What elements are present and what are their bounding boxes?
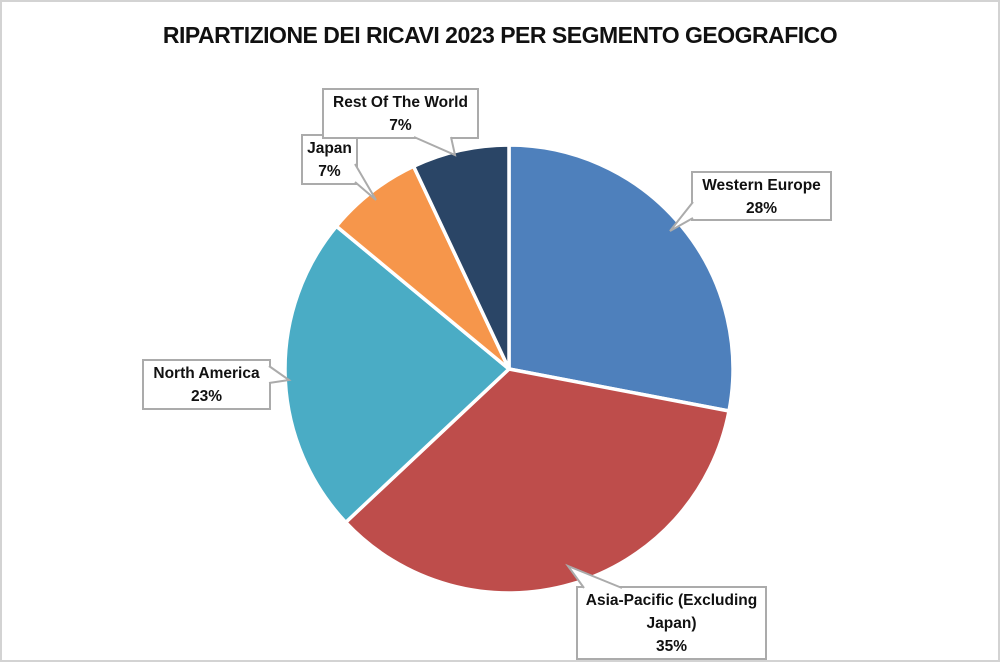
chart-title: RIPARTIZIONE DEI RICAVI 2023 PER SEGMENT…	[162, 22, 838, 48]
callout-label: Asia-Pacific (Excluding Japan)	[585, 592, 758, 632]
callout-label: Western Europe	[702, 177, 821, 194]
callout-rest-of-the-world: Rest Of The World 7%	[322, 88, 479, 139]
callout-label: Japan	[307, 140, 352, 157]
callout-north-america: North America 23%	[142, 359, 271, 410]
callout-japan: Japan 7%	[301, 134, 358, 185]
callout-asia-pacific-excluding-japan: Asia-Pacific (Excluding Japan) 35%	[576, 586, 767, 660]
callout-western-europe: Western Europe 28%	[691, 171, 832, 221]
callout-value: 7%	[389, 117, 412, 134]
callout-label: North America	[153, 365, 260, 382]
callout-value: 35%	[655, 638, 688, 655]
callout-label: Rest Of The World	[333, 94, 468, 111]
callout-value: 28%	[745, 200, 778, 217]
callout-value: 7%	[318, 163, 341, 180]
callout-value: 23%	[190, 388, 223, 405]
pie-slice-rest-of-the-world	[411, 143, 511, 371]
